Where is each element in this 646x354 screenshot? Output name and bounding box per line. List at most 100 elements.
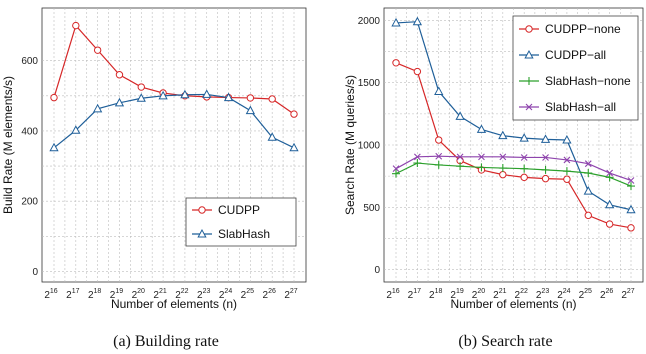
data-point xyxy=(71,125,81,134)
data-point xyxy=(223,92,234,102)
data-point xyxy=(92,103,103,113)
legend-label: CUDPP−all xyxy=(545,48,606,62)
data-point xyxy=(456,153,464,161)
legend-box xyxy=(185,197,297,247)
data-point xyxy=(541,165,550,174)
data-point xyxy=(49,142,59,152)
x-tick-label: 227 xyxy=(284,288,297,301)
series-line xyxy=(395,62,632,229)
data-point xyxy=(604,199,615,209)
legend-swatch-marker xyxy=(524,49,534,59)
data-point xyxy=(413,159,422,168)
legend-swatch-marker xyxy=(197,228,207,238)
data-point xyxy=(563,175,571,183)
y-axis-title: Build Rate (M elements/s) xyxy=(1,76,15,214)
data-point xyxy=(627,182,635,191)
x-axis-title: Number of elements (n) xyxy=(111,297,237,311)
data-point xyxy=(626,204,636,214)
x-tick-label: 217 xyxy=(66,288,79,301)
data-point xyxy=(455,111,465,120)
x-tick-label: 226 xyxy=(600,288,613,301)
y-tick-label: 500 xyxy=(363,203,380,214)
x-tick-label: 221 xyxy=(493,288,506,301)
y-axis-title: Search Rate (M queries/s) xyxy=(343,75,357,215)
data-point xyxy=(435,136,443,144)
x-tick-label: 218 xyxy=(429,288,442,301)
x-tick-label: 221 xyxy=(153,288,166,301)
data-point xyxy=(158,90,168,100)
data-point xyxy=(245,105,256,115)
data-point xyxy=(499,170,507,179)
data-point xyxy=(627,224,635,232)
legend-swatch-marker xyxy=(525,77,533,85)
x-tick-label: 217 xyxy=(408,288,421,301)
data-point xyxy=(498,130,508,140)
y-tick-label: 600 xyxy=(21,56,38,67)
data-point xyxy=(477,163,486,172)
legend-label: CUDPP xyxy=(218,203,260,217)
legend-box xyxy=(512,15,639,121)
legend-swatch-marker xyxy=(198,206,206,214)
data-point xyxy=(413,67,422,76)
x-tick-label: 222 xyxy=(515,288,528,301)
data-point xyxy=(519,133,529,142)
y-tick-label: 0 xyxy=(374,265,380,276)
data-point xyxy=(478,153,485,161)
data-point xyxy=(392,59,400,67)
data-point xyxy=(562,134,572,144)
series-plus xyxy=(392,159,635,191)
legend-swatch-marker xyxy=(525,103,533,111)
x-tick-label: 220 xyxy=(472,288,485,301)
y-tick-label: 1000 xyxy=(358,141,381,152)
legend-label: SlabHash−none xyxy=(545,74,631,88)
y-tick-label: 1500 xyxy=(358,78,381,89)
x-tick-label: 227 xyxy=(621,288,634,301)
data-point xyxy=(520,173,528,182)
data-point xyxy=(584,211,592,220)
data-point xyxy=(606,169,614,177)
x-tick-label: 224 xyxy=(557,288,570,301)
data-point xyxy=(268,95,276,103)
x-tick-label: 216 xyxy=(386,288,399,301)
figure-caption: (a) Building rate xyxy=(113,333,219,350)
y-tick-label: 400 xyxy=(21,126,38,137)
data-point xyxy=(583,186,593,195)
chart-build: 0 200 400 600 216 217 218 219 220 221 222 223 224 225… xyxy=(1,7,307,350)
x-tick-label: 216 xyxy=(44,288,57,301)
data-point xyxy=(413,153,421,161)
data-point xyxy=(290,110,298,118)
x-tick-label: 223 xyxy=(536,288,549,301)
legend-label: CUDPP−none xyxy=(545,22,621,36)
data-point xyxy=(246,94,255,102)
x-tick-label: 218 xyxy=(88,288,101,301)
data-point xyxy=(180,89,190,99)
data-point xyxy=(72,21,80,30)
legend-swatch-marker xyxy=(525,25,533,33)
series-circle xyxy=(50,21,298,118)
data-point xyxy=(456,162,465,171)
data-point xyxy=(93,46,102,54)
data-point xyxy=(137,83,145,91)
data-point xyxy=(412,16,423,26)
chart-search: 0 500 1000 1500 2000 216 217 218 219 220 221 222 223… xyxy=(343,7,644,350)
data-point xyxy=(267,132,277,141)
legend: CUDPP SlabHash xyxy=(185,197,297,247)
data-point xyxy=(498,164,507,173)
figure-caption: (b) Search rate xyxy=(458,333,552,350)
series-line xyxy=(395,155,632,182)
data-point xyxy=(391,17,401,27)
data-point xyxy=(605,220,614,228)
data-point xyxy=(114,97,125,107)
data-point xyxy=(541,174,550,183)
data-point xyxy=(115,71,124,79)
x-tick-label: 225 xyxy=(241,288,254,301)
data-point xyxy=(562,167,571,176)
data-point xyxy=(476,124,487,133)
data-point xyxy=(289,142,299,152)
legend-label: SlabHash−all xyxy=(545,100,616,114)
data-point xyxy=(499,153,507,161)
data-point xyxy=(542,154,549,161)
series-cross xyxy=(392,152,635,184)
data-point xyxy=(392,169,400,178)
data-point xyxy=(563,156,571,164)
